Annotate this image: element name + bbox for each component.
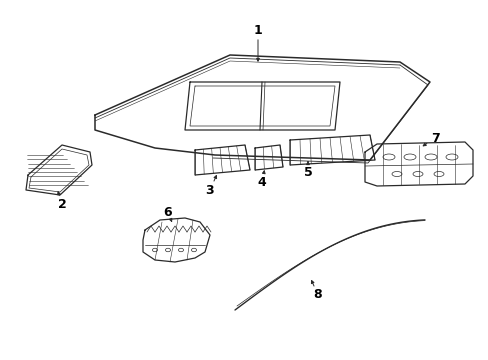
Text: 2: 2 — [58, 198, 66, 211]
Text: 3: 3 — [205, 184, 214, 197]
Text: 4: 4 — [257, 176, 266, 189]
Text: 6: 6 — [163, 206, 172, 219]
Text: 8: 8 — [313, 288, 322, 302]
Text: 5: 5 — [303, 166, 312, 179]
Text: 7: 7 — [430, 131, 439, 144]
Text: 1: 1 — [253, 23, 262, 36]
